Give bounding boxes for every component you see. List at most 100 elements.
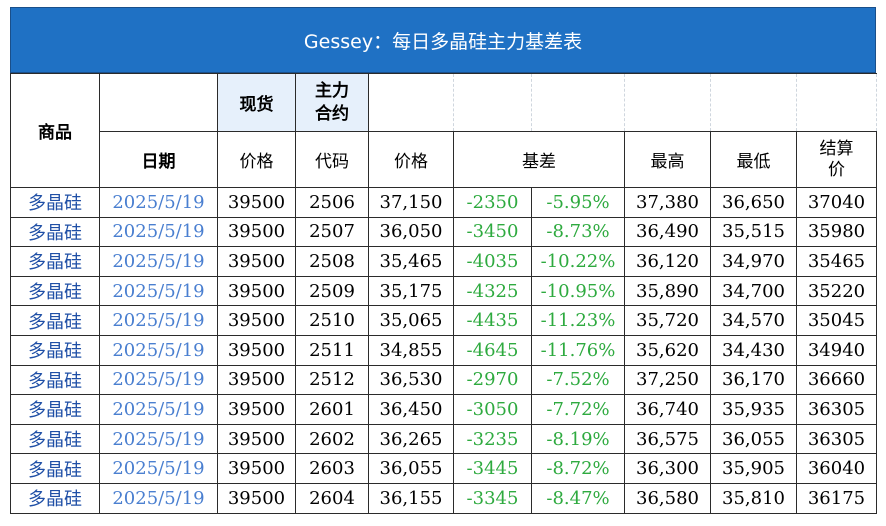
cell-settle: 35045 — [796, 305, 877, 336]
cell-spot-price: 39500 — [217, 305, 296, 336]
cell-settle: 36660 — [796, 364, 877, 396]
header-spot: 现货 — [217, 73, 296, 132]
table-row: 多晶硅 2025/5/19 39500 2509 35,175 -4325 -10.95% 3… — [10, 275, 877, 307]
cell-contract-code: 2510 — [295, 305, 369, 336]
cell-contract-code: 2512 — [295, 364, 369, 396]
cell-contract-code: 2511 — [295, 334, 369, 366]
header-basis: 基差 — [453, 131, 625, 188]
cell-date: 2025/5/19 — [99, 216, 218, 248]
table-row: 多晶硅 2025/5/19 39500 2604 36,155 -3345 -8.47% 36… — [10, 482, 877, 514]
cell-date: 2025/5/19 — [99, 423, 218, 455]
cell-contract-price: 36,450 — [368, 394, 454, 425]
cell-basis: -4645 — [453, 334, 532, 366]
header-blank — [796, 73, 877, 132]
cell-basis-pct: -8.72% — [531, 453, 625, 484]
cell-basis: -4325 — [453, 275, 532, 307]
cell-high: 36,300 — [624, 453, 711, 484]
cell-date: 2025/5/19 — [99, 334, 218, 366]
header-product: 商品 — [10, 73, 100, 188]
cell-settle: 35465 — [796, 246, 877, 277]
cell-high: 36,120 — [624, 246, 711, 277]
cell-contract-code: 2603 — [295, 453, 369, 484]
header-row-2: 日期 价格 代码 价格 基差 最高 最低 结算 价 — [11, 131, 877, 188]
cell-basis-pct: -11.76% — [531, 334, 625, 366]
cell-low: 35,935 — [710, 394, 797, 425]
header-main-contract: 主力 合约 — [295, 73, 369, 132]
cell-low: 34,970 — [710, 246, 797, 277]
table-row: 多晶硅 2025/5/19 39500 2601 36,450 -3050 -7.72% 36… — [10, 394, 877, 425]
cell-basis-pct: -7.72% — [531, 394, 625, 425]
cell-product: 多晶硅 — [10, 394, 100, 425]
cell-basis-pct: -10.22% — [531, 246, 625, 277]
cell-basis-pct: -8.19% — [531, 423, 625, 455]
cell-product: 多晶硅 — [10, 216, 100, 248]
cell-spot-price: 39500 — [217, 394, 296, 425]
cell-spot-price: 39500 — [217, 275, 296, 307]
cell-basis-pct: -8.73% — [531, 216, 625, 248]
cell-basis-pct: -10.95% — [531, 275, 625, 307]
cell-product: 多晶硅 — [10, 364, 100, 396]
header-blank — [453, 73, 532, 132]
cell-settle: 36305 — [796, 423, 877, 455]
cell-basis: -4035 — [453, 246, 532, 277]
cell-contract-price: 34,855 — [368, 334, 454, 366]
cell-basis: -2970 — [453, 364, 532, 396]
cell-contract-code: 2509 — [295, 275, 369, 307]
table-title: Gessey：每日多晶硅主力基差表 — [10, 7, 876, 73]
cell-contract-code: 2506 — [295, 187, 369, 218]
cell-product: 多晶硅 — [10, 423, 100, 455]
cell-spot-price: 39500 — [217, 334, 296, 366]
table-row: 多晶硅 2025/5/19 39500 2510 35,065 -4435 -11.23% 3… — [10, 305, 877, 336]
cell-high: 36,740 — [624, 394, 711, 425]
cell-spot-price: 39500 — [217, 453, 296, 484]
cell-contract-price: 36,055 — [368, 453, 454, 484]
cell-low: 35,905 — [710, 453, 797, 484]
cell-date: 2025/5/19 — [99, 453, 218, 484]
cell-low: 36,055 — [710, 423, 797, 455]
cell-basis: -2350 — [453, 187, 532, 218]
table-row: 多晶硅 2025/5/19 39500 2603 36,055 -3445 -8.72% 36… — [10, 453, 877, 484]
basis-table-container: Gessey：每日多晶硅主力基差表 商品 现货 主力 合约 — [10, 7, 877, 514]
cell-high: 36,490 — [624, 216, 711, 248]
cell-basis-pct: -8.47% — [531, 482, 625, 514]
cell-date: 2025/5/19 — [99, 187, 218, 218]
cell-spot-price: 39500 — [217, 216, 296, 248]
cell-basis: -3345 — [453, 482, 532, 514]
cell-date: 2025/5/19 — [99, 482, 218, 514]
cell-product: 多晶硅 — [10, 334, 100, 366]
cell-contract-price: 35,465 — [368, 246, 454, 277]
cell-contract-price: 35,065 — [368, 305, 454, 336]
header-low: 最低 — [710, 131, 797, 188]
cell-low: 34,570 — [710, 305, 797, 336]
table-row: 多晶硅 2025/5/19 39500 2512 36,530 -2970 -7.52% 37… — [10, 364, 877, 396]
cell-product: 多晶硅 — [10, 246, 100, 277]
cell-product: 多晶硅 — [10, 275, 100, 307]
cell-high: 35,620 — [624, 334, 711, 366]
cell-contract-code: 2508 — [295, 246, 369, 277]
header-blank — [368, 73, 454, 132]
cell-spot-price: 39500 — [217, 482, 296, 514]
table-row: 多晶硅 2025/5/19 39500 2507 36,050 -3450 -8.73% 36… — [10, 216, 877, 248]
table-row: 多晶硅 2025/5/19 39500 2508 35,465 -4035 -10.22% 3… — [10, 246, 877, 277]
cell-date: 2025/5/19 — [99, 394, 218, 425]
cell-high: 35,890 — [624, 275, 711, 307]
header-price: 价格 — [217, 131, 296, 188]
table-row: 多晶硅 2025/5/19 39500 2506 37,150 -2350 -5.95% 37… — [10, 187, 877, 218]
cell-product: 多晶硅 — [10, 453, 100, 484]
cell-contract-code: 2507 — [295, 216, 369, 248]
cell-spot-price: 39500 — [217, 246, 296, 277]
cell-spot-price: 39500 — [217, 364, 296, 396]
cell-settle: 37040 — [796, 187, 877, 218]
cell-date: 2025/5/19 — [99, 246, 218, 277]
header-contract-price: 价格 — [368, 131, 454, 188]
cell-basis-pct: -5.95% — [531, 187, 625, 218]
cell-contract-price: 35,175 — [368, 275, 454, 307]
cell-settle: 36305 — [796, 394, 877, 425]
cell-product: 多晶硅 — [10, 482, 100, 514]
cell-contract-code: 2601 — [295, 394, 369, 425]
cell-low: 34,700 — [710, 275, 797, 307]
cell-date: 2025/5/19 — [99, 305, 218, 336]
cell-contract-code: 2602 — [295, 423, 369, 455]
header-code: 代码 — [295, 131, 369, 188]
table-row: 多晶硅 2025/5/19 39500 2511 34,855 -4645 -11.76% 3… — [10, 334, 877, 366]
